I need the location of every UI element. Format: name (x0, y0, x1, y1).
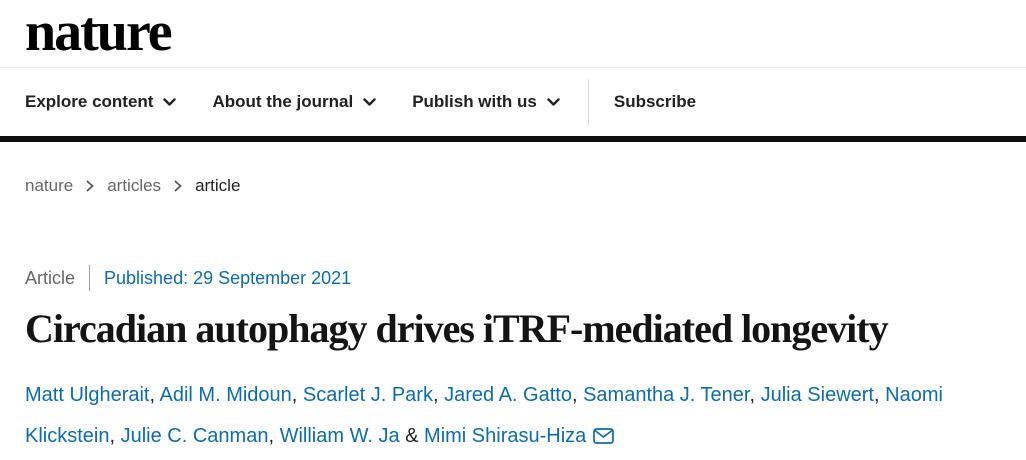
author-link[interactable]: Matt Ulgherait (25, 384, 150, 406)
author-separator: , (749, 384, 761, 406)
chevron-right-icon (174, 180, 182, 192)
author-link[interactable]: Julia Siewert (760, 384, 874, 406)
nav-item-label: Subscribe (613, 92, 697, 111)
author-separator: , (149, 384, 160, 406)
author-separator: , (291, 384, 303, 406)
chevron-down-icon (363, 97, 376, 107)
main-nav: Explore content About the journal Publis… (0, 68, 1026, 142)
chevron-right-icon (86, 180, 94, 192)
author-link[interactable]: Mimi Shirasu-Hiza (424, 425, 587, 447)
author-link[interactable]: Samantha J. Tener (583, 384, 750, 406)
site-header: nature (0, 0, 1026, 68)
author-link[interactable]: William W. Ja (279, 425, 400, 447)
breadcrumb-item-article: article (195, 176, 241, 195)
breadcrumb-item-articles[interactable]: articles (107, 176, 162, 195)
nav-item-label: Publish with us (412, 92, 537, 111)
author-separator: , (874, 384, 886, 406)
author-link[interactable]: Scarlet J. Park (302, 384, 433, 406)
author-separator: , (268, 425, 280, 447)
nav-item-publish-with-us[interactable]: Publish with us (412, 92, 560, 112)
author-list: Matt Ulgherait, Adil M. Midoun, Scarlet … (25, 375, 1001, 459)
author-link[interactable]: Jared A. Gatto (444, 384, 572, 406)
nav-item-about-the-journal[interactable]: About the journal (212, 92, 376, 112)
article-type-label: Article (25, 267, 76, 288)
author-link[interactable]: Julie C. Canman (120, 425, 269, 447)
ampersand-separator: & (399, 425, 425, 447)
envelope-icon[interactable] (593, 418, 615, 459)
nav-item-label: Explore content (25, 92, 154, 111)
nav-item-label: About the journal (212, 92, 354, 111)
author-separator: , (109, 425, 121, 447)
author-link[interactable]: Naomi Klickstein (25, 384, 943, 447)
article-meta: Article Published: 29 September 2021 (25, 265, 1026, 291)
author-link[interactable]: Adil M. Midoun (159, 384, 292, 406)
chevron-down-icon (163, 97, 177, 107)
breadcrumb: nature articles article (25, 175, 1026, 197)
meta-divider (89, 265, 91, 291)
chevron-down-icon (547, 97, 560, 107)
breadcrumb-item-nature[interactable]: nature (25, 176, 74, 195)
author-separator: , (432, 384, 445, 406)
author-separator: , (571, 384, 584, 406)
published-date: Published: 29 September 2021 (104, 267, 352, 288)
nav-divider (587, 79, 589, 125)
nav-item-explore-content[interactable]: Explore content (25, 92, 177, 112)
article-title: Circadian autophagy drives iTRF-mediated… (25, 306, 889, 351)
nav-item-subscribe[interactable]: Subscribe (614, 92, 696, 112)
nature-logo[interactable]: nature (25, 0, 173, 63)
